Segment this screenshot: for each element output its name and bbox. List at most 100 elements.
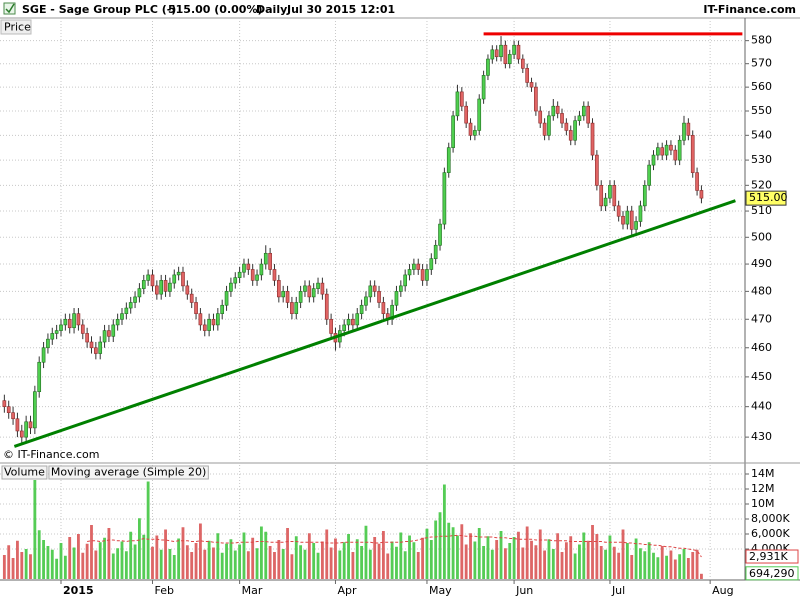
candle-body: [250, 269, 255, 281]
candle-body: [303, 285, 307, 292]
volume-bar: [42, 540, 45, 579]
candle-body: [695, 172, 699, 191]
candle-body: [233, 277, 238, 284]
volume-bar: [530, 540, 533, 579]
volume-bar: [469, 533, 472, 579]
candle-body: [54, 330, 59, 334]
volume-bar: [403, 551, 407, 579]
volume-bar: [164, 529, 167, 579]
volume-bar: [133, 544, 137, 579]
volume-bar: [50, 549, 54, 579]
header-icon[interactable]: [3, 2, 16, 15]
volume-bar: [264, 531, 268, 579]
volume-bar: [482, 546, 486, 579]
volume-bar: [517, 531, 520, 579]
volume-bar: [573, 553, 577, 579]
volume-bar: [490, 549, 494, 579]
candle-body: [6, 406, 11, 413]
volume-bar: [111, 553, 115, 579]
candle-body: [464, 105, 468, 124]
volume-bar: [190, 552, 194, 579]
y-tick-label: 14M: [751, 467, 775, 480]
candle-body: [625, 210, 630, 225]
y-tick-label: 550: [751, 104, 772, 117]
instrument-title: SGE - Sage Group PLC (-): [22, 3, 176, 16]
candle-body: [255, 274, 259, 281]
volume-bar: [307, 533, 311, 579]
volume-bar: [442, 484, 446, 579]
volume-bar: [151, 546, 154, 579]
volume-bar: [643, 551, 647, 579]
candle-body: [181, 271, 185, 287]
candle-body: [577, 115, 582, 121]
volume-bar: [103, 537, 106, 579]
volume-bar: [33, 480, 37, 579]
volume-bar: [460, 524, 464, 579]
header-icon-check: [5, 3, 15, 14]
volume-bar: [364, 525, 368, 579]
candle-body: [407, 269, 412, 276]
candle-body: [150, 274, 155, 287]
volume-bar: [373, 537, 377, 579]
volume-bar: [421, 537, 425, 579]
candle-body: [686, 122, 691, 136]
volume-bar: [395, 546, 398, 579]
candle-body: [638, 205, 643, 222]
volume-bar: [495, 540, 499, 579]
volume-bar: [159, 549, 163, 579]
candle-body: [159, 280, 164, 295]
y-tick-label: 12M: [751, 482, 775, 495]
volume-bar: [338, 550, 342, 579]
candle-body: [529, 82, 534, 88]
volume-bar: [225, 543, 228, 579]
volume-bar: [255, 548, 259, 579]
volume-bar: [521, 547, 525, 579]
candle-body: [425, 269, 429, 281]
volume-bar: [77, 534, 80, 579]
candle-body: [124, 307, 129, 314]
candle-body: [277, 280, 281, 298]
x-tick-label: Apr: [337, 584, 357, 597]
candle-body: [294, 302, 299, 314]
candle-body: [102, 330, 107, 343]
volume-bar: [72, 547, 76, 579]
volume-bar: [233, 550, 237, 579]
candle-body: [189, 293, 194, 303]
volume-bar: [203, 549, 207, 579]
candle-body: [516, 44, 521, 60]
y-tick-label: 570: [751, 57, 772, 70]
volume-bar: [538, 529, 542, 579]
candle-body: [612, 185, 617, 207]
candle-body: [586, 105, 590, 124]
volume-bar: [7, 545, 11, 579]
candle-body: [120, 313, 124, 320]
candle-body: [11, 412, 15, 420]
volume-bar: [168, 549, 172, 579]
x-tick-label: Aug: [712, 584, 733, 597]
volume-bar: [194, 543, 198, 579]
volume-bar: [408, 535, 411, 579]
candle-body: [115, 318, 120, 326]
candle-body: [507, 54, 512, 64]
candle-body: [307, 285, 312, 298]
y-tick-label: 540: [751, 128, 772, 141]
candle-body: [412, 263, 416, 270]
volume-bar: [185, 545, 189, 579]
candle-body: [246, 263, 251, 270]
candle-body: [438, 223, 442, 246]
candle-body: [468, 122, 473, 136]
candle-body: [272, 269, 277, 281]
candle-body: [28, 421, 33, 429]
volume-bar: [177, 538, 181, 579]
candle-body: [368, 285, 373, 298]
volume-bar: [16, 540, 19, 579]
volume-bar: [94, 550, 98, 579]
candle-body: [172, 274, 177, 284]
x-tick-label: 2015: [63, 584, 94, 597]
candle-body: [220, 304, 225, 314]
volume-bar: [621, 529, 625, 579]
candle-body: [359, 304, 364, 314]
labels-layer: 430 440 450 460 470 480 490 500 510 520 530 540 550 5…: [1, 34, 799, 597]
volume-bar: [238, 544, 242, 579]
